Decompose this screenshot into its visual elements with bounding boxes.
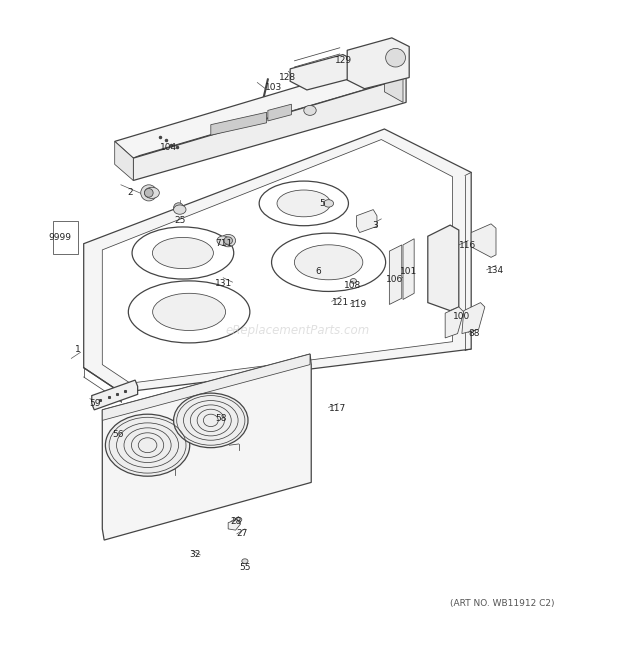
Polygon shape	[102, 354, 311, 540]
Text: 32: 32	[189, 551, 200, 559]
Ellipse shape	[221, 235, 236, 247]
Text: 9999: 9999	[48, 233, 71, 242]
Polygon shape	[384, 61, 403, 102]
Text: 131: 131	[215, 280, 232, 288]
Text: 2: 2	[128, 188, 133, 198]
Text: 6: 6	[315, 267, 321, 276]
Text: 55: 55	[239, 563, 250, 572]
Text: 58: 58	[216, 414, 228, 423]
Polygon shape	[268, 104, 291, 121]
Ellipse shape	[272, 233, 386, 292]
Ellipse shape	[128, 281, 250, 343]
Ellipse shape	[174, 393, 248, 447]
Polygon shape	[84, 129, 471, 393]
Ellipse shape	[217, 236, 229, 245]
Ellipse shape	[236, 518, 242, 522]
Polygon shape	[92, 380, 138, 410]
Text: 56: 56	[112, 430, 124, 439]
Polygon shape	[347, 38, 409, 89]
Ellipse shape	[242, 559, 248, 563]
Ellipse shape	[144, 188, 153, 197]
Text: 108: 108	[344, 282, 361, 290]
Text: 103: 103	[265, 83, 283, 92]
Polygon shape	[471, 224, 496, 257]
Text: 121: 121	[332, 298, 349, 307]
Ellipse shape	[386, 48, 405, 67]
Text: 711: 711	[215, 239, 232, 248]
Text: 134: 134	[487, 266, 504, 275]
Polygon shape	[115, 61, 406, 158]
Ellipse shape	[174, 205, 186, 214]
Ellipse shape	[304, 106, 316, 116]
Text: (ART NO. WB11912 C2): (ART NO. WB11912 C2)	[450, 599, 554, 608]
Ellipse shape	[294, 245, 363, 280]
Text: 5: 5	[319, 199, 325, 208]
Text: 106: 106	[386, 275, 403, 284]
Polygon shape	[462, 303, 485, 334]
Text: 104: 104	[160, 143, 177, 152]
Polygon shape	[445, 307, 464, 338]
Text: 1: 1	[75, 344, 81, 354]
Ellipse shape	[174, 203, 184, 213]
Polygon shape	[102, 354, 310, 420]
Ellipse shape	[132, 227, 234, 279]
Text: 128: 128	[279, 73, 296, 82]
Ellipse shape	[144, 187, 159, 198]
Text: 59: 59	[89, 399, 100, 408]
Polygon shape	[290, 55, 360, 90]
Text: 28: 28	[231, 517, 242, 526]
Polygon shape	[356, 210, 377, 233]
Text: 27: 27	[237, 529, 248, 538]
Text: eReplacementParts.com: eReplacementParts.com	[226, 324, 370, 337]
Ellipse shape	[224, 237, 232, 245]
Text: 119: 119	[350, 300, 368, 309]
Text: 101: 101	[400, 267, 417, 276]
Polygon shape	[102, 139, 453, 383]
Polygon shape	[115, 141, 133, 180]
Text: 100: 100	[453, 313, 470, 321]
Ellipse shape	[105, 414, 190, 476]
Polygon shape	[403, 239, 414, 299]
Ellipse shape	[277, 190, 330, 217]
Polygon shape	[133, 77, 406, 180]
Ellipse shape	[153, 237, 213, 268]
Text: 3: 3	[372, 221, 378, 229]
Text: 129: 129	[335, 56, 352, 65]
Polygon shape	[211, 112, 267, 136]
Polygon shape	[53, 221, 78, 254]
Polygon shape	[428, 225, 459, 311]
Text: 117: 117	[329, 404, 346, 413]
Ellipse shape	[259, 181, 348, 225]
Ellipse shape	[141, 185, 157, 201]
Text: 88: 88	[469, 329, 481, 338]
Ellipse shape	[350, 278, 356, 283]
Text: 25: 25	[174, 215, 185, 225]
Ellipse shape	[324, 200, 334, 207]
Ellipse shape	[153, 293, 226, 330]
Polygon shape	[389, 245, 402, 305]
Text: 116: 116	[459, 241, 476, 250]
Polygon shape	[228, 520, 241, 530]
